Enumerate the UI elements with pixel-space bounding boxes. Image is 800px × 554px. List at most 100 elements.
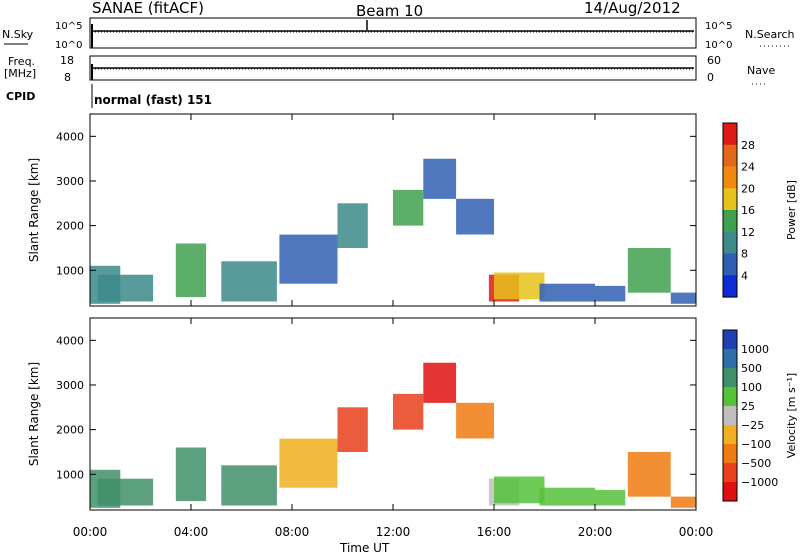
power-colorbar-cell-0: [723, 123, 737, 146]
power-echo-patch-10: [494, 272, 545, 300]
velocity-ytick-label-0: 1000: [56, 468, 84, 481]
power-echo-patch-11: [539, 283, 595, 302]
nsky-tick-top: 10^5: [55, 21, 82, 32]
power-colorbar-cell-1: [723, 144, 737, 168]
velocity-colorbar-tick-5: −100: [741, 438, 771, 451]
velocity-colorbar-tick-4: −25: [741, 419, 764, 432]
velocity-colorbar-tick-2: 100: [741, 381, 762, 394]
velocity-y-axis-title: Slant Range [km]: [27, 362, 41, 466]
velocity-echo-patch-8: [456, 402, 494, 439]
power-ytick-label-0: 1000: [56, 264, 84, 277]
power-colorbar-cell-2: [723, 166, 737, 189]
time-tick-label-6: 00:00: [679, 525, 714, 539]
power-colorbar-cell-7: [723, 275, 737, 298]
freq-label-1: Freq.: [8, 55, 35, 68]
power-panel: 1000 2000 3000 4000 Slant Range [km] 4 8 12 16 20…: [27, 113, 798, 307]
velocity-echo-patch-13: [627, 452, 671, 497]
velocity-echo-patch-4: [279, 438, 338, 488]
velocity-colorbar-cell-0: [723, 330, 737, 350]
power-echo-patch-5: [337, 203, 368, 248]
power-colorbar-tick-1: 8: [741, 248, 748, 261]
velocity-ytick-label-2: 3000: [56, 379, 84, 392]
power-echo-patch-2: [175, 243, 207, 298]
power-colorbar-tick-3: 16: [741, 204, 755, 217]
freq-tick-bottom: 8: [64, 71, 71, 84]
power-echo-patch-6: [393, 189, 424, 226]
nave-tick-top: 60: [707, 54, 721, 67]
date-label: 14/Aug/2012: [584, 0, 681, 17]
power-echo-patch-1: [97, 274, 154, 302]
velocity-echo-patch-2: [175, 447, 207, 502]
power-colorbar-cell-5: [723, 231, 737, 255]
power-colorbar-cell-4: [723, 210, 737, 233]
nave-tick-bottom: 0: [707, 71, 714, 84]
velocity-echo-patch-6: [393, 393, 424, 430]
velocity-colorbar-cell-8: [723, 482, 737, 502]
velocity-colorbar-cell-6: [723, 444, 737, 464]
cpid-value: normal (fast) 151: [94, 93, 212, 107]
velocity-echo-patch-10: [494, 476, 545, 504]
nsearch-tick-top: 10^5: [705, 21, 732, 32]
radar-title: SANAE (fitACF): [92, 0, 204, 17]
beam-label: Beam 10: [356, 2, 423, 20]
velocity-ytick-label-3: 4000: [56, 334, 84, 347]
velocity-echo-patch-12: [595, 489, 626, 506]
freq-label-2: [MHz]: [4, 67, 36, 80]
velocity-colorbar-tick-0: 1000: [741, 343, 769, 356]
power-echo-patch-13: [627, 248, 671, 293]
time-tick-label-0: 00:00: [73, 525, 108, 539]
freq-strip-frame: [89, 55, 697, 81]
power-y-axis-title: Slant Range [km]: [27, 158, 41, 262]
power-colorbar-cell-3: [723, 188, 737, 211]
time-tick-label-1: 04:00: [174, 525, 209, 539]
velocity-colorbar-tick-3: 25: [741, 400, 755, 413]
velocity-echo-patch-1: [97, 478, 154, 506]
velocity-ytick-label-1: 2000: [56, 424, 84, 437]
power-colorbar-tick-2: 12: [741, 226, 755, 239]
velocity-colorbar-cell-2: [723, 368, 737, 388]
nave-label: Nave: [747, 64, 775, 77]
time-axis: 00:00 04:00 08:00 12:00 16:00 20:00 00:00: [73, 525, 714, 539]
velocity-colorbar-title: Velocity [m s⁻¹]: [785, 373, 798, 458]
velocity-colorbar-cell-1: [723, 349, 737, 369]
velocity-echo-patch-3: [221, 465, 277, 506]
nsky-tick-bottom: 10^0: [55, 40, 82, 51]
velocity-colorbar-tick-6: −500: [741, 457, 771, 470]
velocity-echo-patch-7: [423, 362, 457, 403]
power-colorbar-tick-0: 4: [741, 269, 748, 282]
nsearch-label: N.Search: [745, 28, 795, 41]
velocity-colorbar-frame: [722, 329, 738, 502]
velocity-colorbar-tick-1: 500: [741, 362, 762, 375]
velocity-colorbar-cell-5: [723, 425, 737, 445]
power-echo-patch-3: [221, 261, 277, 302]
power-colorbar-tick-4: 20: [741, 182, 755, 195]
velocity-echo-patch-14: [670, 496, 697, 508]
time-tick-label-5: 20:00: [578, 525, 613, 539]
power-echo-patch-14: [670, 292, 697, 304]
nsky-label: N.Sky: [2, 28, 34, 41]
cpid-label: CPID: [6, 90, 35, 103]
velocity-colorbar-cell-7: [723, 463, 737, 483]
nsearch-tick-bottom: 10^0: [705, 40, 732, 51]
power-ytick-label-2: 3000: [56, 175, 84, 188]
power-colorbar-tick-5: 24: [741, 161, 755, 174]
power-colorbar-title: Power [dB]: [785, 180, 798, 240]
power-ytick-label-3: 4000: [56, 130, 84, 143]
velocity-echo-patch-11: [539, 487, 595, 506]
x-axis-title: Time UT: [339, 541, 390, 554]
power-colorbar-cell-6: [723, 253, 737, 276]
velocity-colorbar-tick-7: −1000: [741, 476, 778, 489]
velocity-colorbar-cell-3: [723, 387, 737, 407]
time-tick-label-3: 12:00: [376, 525, 411, 539]
velocity-echo-patch-5: [337, 407, 368, 452]
power-echo-patch-8: [456, 198, 494, 235]
nsky-strip-frame: [89, 17, 697, 49]
power-colorbar-frame: [722, 122, 738, 298]
velocity-panel: 1000 2000 3000 4000 Slant Range [km] 1000 500 1…: [27, 317, 798, 511]
power-echo-patch-4: [279, 234, 338, 284]
power-ytick-label-1: 2000: [56, 220, 84, 233]
power-colorbar-tick-6: 28: [741, 139, 755, 152]
power-echo-patch-12: [595, 285, 626, 302]
power-echo-patch-7: [423, 158, 457, 199]
